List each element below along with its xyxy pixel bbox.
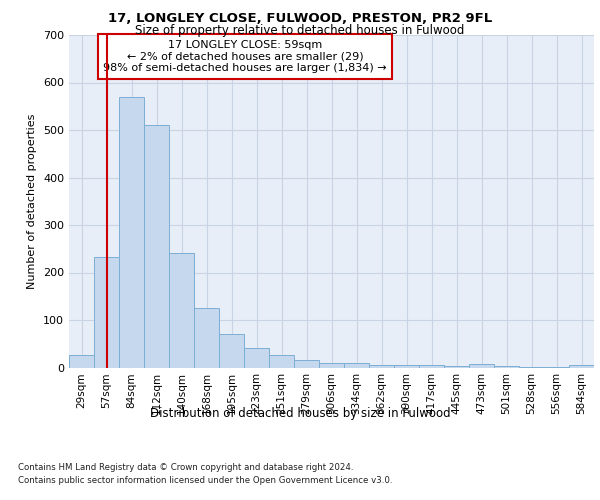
Bar [144, 125, 169, 368]
Text: Contains HM Land Registry data © Crown copyright and database right 2024.: Contains HM Land Registry data © Crown c… [18, 462, 353, 471]
Bar [394, 365, 419, 368]
Bar [269, 355, 294, 368]
Bar [419, 365, 444, 368]
Bar [519, 366, 544, 368]
Bar [119, 97, 144, 367]
Bar [294, 360, 319, 368]
Text: 17, LONGLEY CLOSE, FULWOOD, PRESTON, PR2 9FL: 17, LONGLEY CLOSE, FULWOOD, PRESTON, PR2… [108, 12, 492, 26]
Bar [319, 363, 344, 368]
Text: Size of property relative to detached houses in Fulwood: Size of property relative to detached ho… [136, 24, 464, 37]
Text: 17 LONGLEY CLOSE: 59sqm
← 2% of detached houses are smaller (29)
98% of semi-det: 17 LONGLEY CLOSE: 59sqm ← 2% of detached… [103, 40, 386, 73]
Text: Distribution of detached houses by size in Fulwood: Distribution of detached houses by size … [149, 408, 451, 420]
Bar [344, 363, 369, 368]
Bar [494, 366, 519, 368]
Bar [369, 365, 394, 368]
Bar [444, 366, 469, 368]
Bar [469, 364, 494, 368]
Bar [544, 366, 569, 368]
Bar [244, 348, 269, 368]
Bar [569, 365, 594, 368]
Bar [94, 258, 119, 368]
Bar [194, 308, 219, 368]
Bar [69, 354, 94, 368]
Y-axis label: Number of detached properties: Number of detached properties [28, 114, 37, 289]
Bar [169, 252, 194, 368]
Text: Contains public sector information licensed under the Open Government Licence v3: Contains public sector information licen… [18, 476, 392, 485]
Bar [219, 334, 244, 368]
